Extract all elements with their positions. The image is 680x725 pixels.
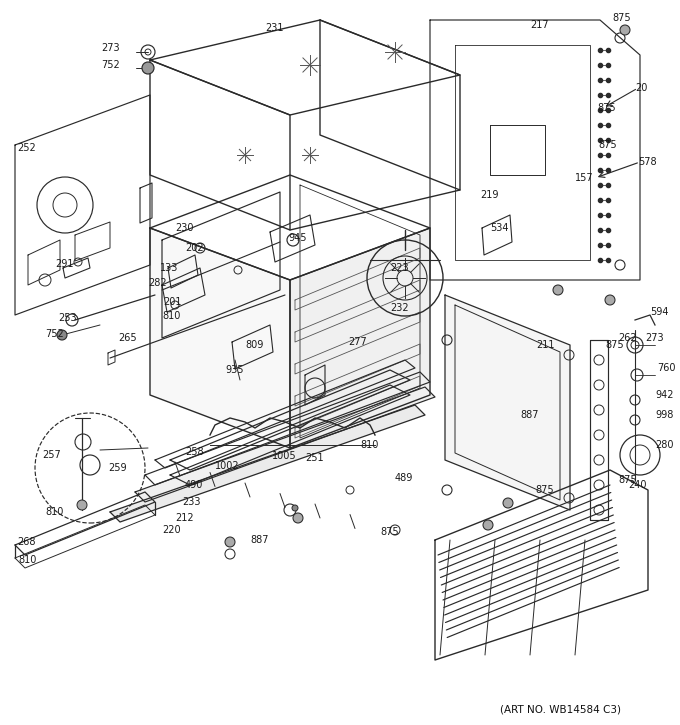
Text: 875: 875 [597,103,615,113]
Text: 1002: 1002 [215,461,239,471]
Text: 490: 490 [185,480,203,490]
Text: 233: 233 [182,497,201,507]
Text: 810: 810 [45,507,63,517]
Text: 1005: 1005 [272,451,296,461]
Text: 942: 942 [655,390,673,400]
Text: 887: 887 [520,410,539,420]
Text: 223: 223 [390,263,409,273]
Text: 257: 257 [42,450,61,460]
Text: 232: 232 [390,303,409,313]
Text: 201: 201 [163,297,182,307]
Text: 809: 809 [245,340,263,350]
Text: 20: 20 [635,83,647,93]
Text: 211: 211 [536,340,554,350]
Text: 998: 998 [655,410,673,420]
Circle shape [77,500,87,510]
Text: 810: 810 [162,311,180,321]
Circle shape [293,513,303,523]
Text: 887: 887 [250,535,269,545]
Circle shape [503,498,513,508]
Polygon shape [445,295,570,510]
Text: (ART NO. WB14584 C3): (ART NO. WB14584 C3) [500,705,621,715]
Text: 259: 259 [108,463,126,473]
Text: 752: 752 [45,329,64,339]
Text: 945: 945 [288,233,307,243]
Text: 273: 273 [645,333,664,343]
Text: 220: 220 [162,525,181,535]
Circle shape [292,505,298,511]
Text: 875: 875 [605,340,624,350]
Text: 875: 875 [618,475,636,485]
Polygon shape [110,405,425,522]
Circle shape [620,25,630,35]
Text: 875: 875 [612,13,630,23]
Text: 280: 280 [655,440,673,450]
Circle shape [605,295,615,305]
Text: 760: 760 [657,363,675,373]
Circle shape [57,330,67,340]
Text: 268: 268 [17,537,35,547]
Circle shape [142,62,154,74]
Text: 489: 489 [395,473,413,483]
Text: 253: 253 [58,313,77,323]
Text: 875: 875 [380,527,398,537]
Text: 810: 810 [18,555,36,565]
Text: 752: 752 [101,60,120,70]
Text: 252: 252 [17,143,36,153]
Circle shape [483,520,493,530]
Polygon shape [135,387,435,502]
Text: 133: 133 [160,263,178,273]
Text: 240: 240 [628,480,647,490]
Text: 578: 578 [638,157,657,167]
Text: 534: 534 [490,223,509,233]
Text: 935: 935 [225,365,243,375]
Text: 212: 212 [175,513,194,523]
Text: 217: 217 [530,20,549,30]
Circle shape [225,537,235,547]
Text: 251: 251 [305,453,324,463]
Text: 265: 265 [118,333,137,343]
Text: 810: 810 [360,440,378,450]
Text: 273: 273 [101,43,120,53]
Text: 875: 875 [535,485,554,495]
Text: 202: 202 [185,243,203,253]
Text: 157: 157 [575,173,594,183]
Text: 219: 219 [480,190,498,200]
Text: 594: 594 [650,307,668,317]
Text: 277: 277 [348,337,367,347]
Text: 282: 282 [148,278,167,288]
Text: 258: 258 [185,447,203,457]
Polygon shape [150,228,290,448]
Polygon shape [290,228,430,448]
Circle shape [553,285,563,295]
Text: 875: 875 [598,140,617,150]
Text: 231: 231 [265,23,284,33]
Text: 291: 291 [55,259,73,269]
Text: 230: 230 [175,223,194,233]
Text: 262: 262 [618,333,636,343]
